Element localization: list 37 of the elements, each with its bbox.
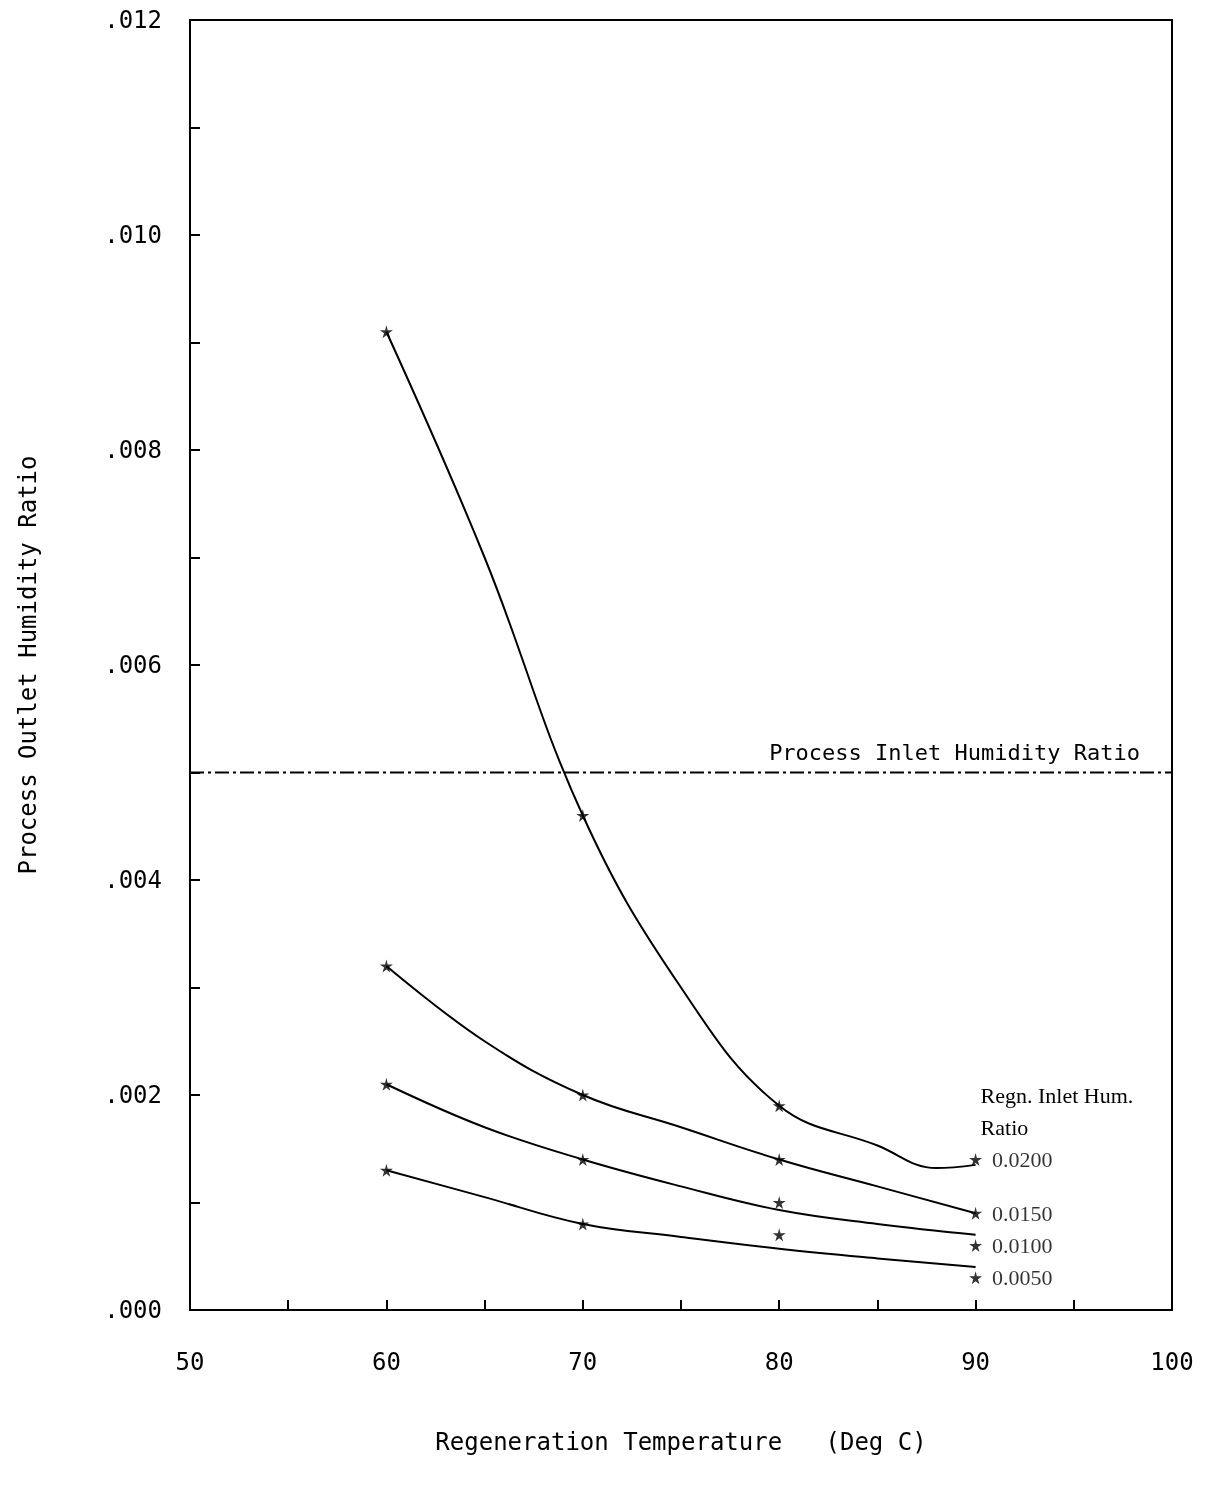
y-tick-label: .008 [104, 436, 162, 464]
y-tick-label: .006 [104, 651, 162, 679]
point [772, 1153, 786, 1166]
series-label: 0.0100 [992, 1233, 1053, 1258]
point [969, 1153, 983, 1166]
x-tick-label: 50 [175, 1348, 205, 1376]
point [576, 1088, 590, 1102]
legend-title: Regn. Inlet Hum. Ratio [980, 1083, 1139, 1140]
x-tick-label: 70 [568, 1348, 598, 1376]
point [576, 1153, 590, 1166]
point [576, 809, 590, 822]
y-tick-label: .000 [104, 1296, 162, 1324]
point [379, 959, 393, 973]
x-tick-label: 80 [764, 1348, 794, 1376]
point [772, 1228, 786, 1242]
x-tick-label: 90 [961, 1348, 991, 1376]
point [969, 1206, 983, 1220]
series-label: 0.0050 [992, 1265, 1053, 1291]
point [379, 325, 393, 339]
x-tick-label: 60 [371, 1348, 401, 1376]
point [576, 1217, 590, 1231]
y-tick-label: .004 [104, 866, 162, 894]
y-tick-label: .010 [104, 221, 162, 249]
y-tick-label: .012 [104, 6, 162, 34]
y-axis-title: Process Outlet Humidity Ratio [14, 455, 42, 875]
point [772, 1099, 786, 1113]
x-axis-title: Regeneration Temperature (Deg C) [435, 1428, 927, 1456]
point [379, 1163, 393, 1177]
y-tick-label: .002 [104, 1081, 162, 1109]
point [379, 1077, 393, 1091]
ref-line-label: Process Inlet Humidity Ratio [769, 740, 1140, 765]
point [772, 1196, 786, 1209]
x-tick-label: 100 [1150, 1348, 1194, 1376]
series-label: 0.0150 [992, 1200, 1053, 1226]
point [969, 1239, 983, 1252]
point [969, 1271, 983, 1285]
series-label: 0.0200 [992, 1147, 1053, 1172]
